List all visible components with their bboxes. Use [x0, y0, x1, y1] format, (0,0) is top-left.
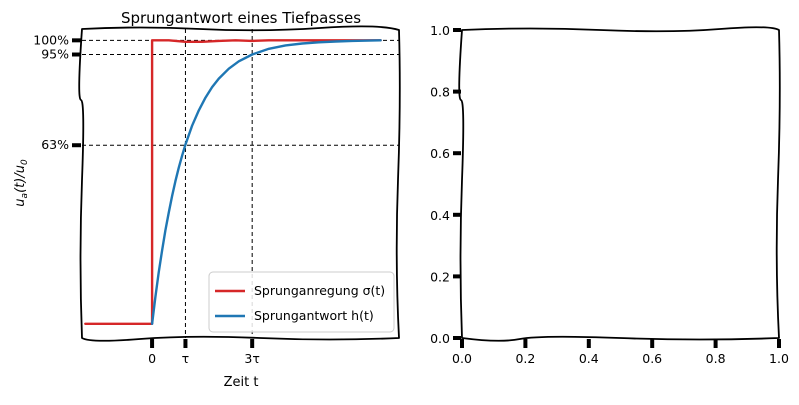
empty-y-axis-ticks: 0.0 0.2 0.4 0.6 0.8 1.0: [430, 23, 461, 346]
x-tick-label-0: 0: [148, 351, 156, 366]
empty-x-tick-label-1: 0.2: [515, 351, 535, 366]
empty-y-tick-label-3: 0.6: [430, 146, 450, 161]
legend-box: [208, 271, 395, 333]
x-tick-label-2: 3τ: [244, 351, 259, 366]
empty-x-tick-label-2: 0.4: [579, 351, 599, 366]
y-axis-ticks: 63% 95%100%: [33, 32, 81, 152]
plot-frame: [78, 25, 401, 342]
y-tick-label-1: 95%: [41, 47, 69, 62]
empty-y-tick-label-1: 0.2: [430, 269, 450, 284]
empty-plot-frame: [458, 26, 781, 342]
x-axis-ticks: 0 τ 3τ: [148, 339, 260, 366]
empty-y-tick-label-2: 0.4: [430, 208, 450, 223]
chart-title: Sprungantwort eines Tiefpasses: [121, 9, 361, 27]
series-lines: [84, 39, 382, 325]
y-tick-label-0: 63%: [41, 137, 69, 152]
empty-x-tick-label-3: 0.6: [642, 351, 662, 366]
empty-x-axis-ticks: 0.0 0.2 0.4 0.6 0.8 1.0: [452, 339, 789, 366]
x-tick-label-1: τ: [182, 351, 190, 366]
empty-y-tick-label-5: 1.0: [430, 23, 450, 38]
series-line-1: [150, 39, 382, 325]
grid-lines: [82, 29, 399, 338]
empty-x-tick-label-4: 0.8: [706, 351, 726, 366]
empty-y-tick-label-4: 0.8: [430, 85, 450, 100]
y-axis-label: ua(t)/u0: [13, 159, 30, 207]
empty-y-tick-label-0: 0.0: [430, 331, 450, 346]
y-tick-label-2: 100%: [33, 32, 69, 47]
empty-x-tick-label-0: 0.0: [452, 351, 472, 366]
series-line-0: [84, 39, 382, 325]
svg-text:ua(t)/u0: ua(t)/u0: [13, 159, 30, 207]
step-response-axes: Sprungantwort eines Tiefpasses 63% 95%100…: [13, 9, 401, 390]
legend: Sprunganregung σ(t) Sprungantwort h(t): [208, 271, 395, 333]
empty-x-tick-label-5: 1.0: [769, 351, 789, 366]
legend-label-response: Sprungantwort h(t): [254, 308, 374, 323]
legend-label-step: Sprunganregung σ(t): [254, 283, 385, 298]
x-axis-label: Zeit t: [224, 375, 259, 390]
empty-axes: 0.0 0.2 0.4 0.6 0.8 1.0 0.0 0.2 0.4 0.6 0.8 1.0: [430, 23, 789, 366]
